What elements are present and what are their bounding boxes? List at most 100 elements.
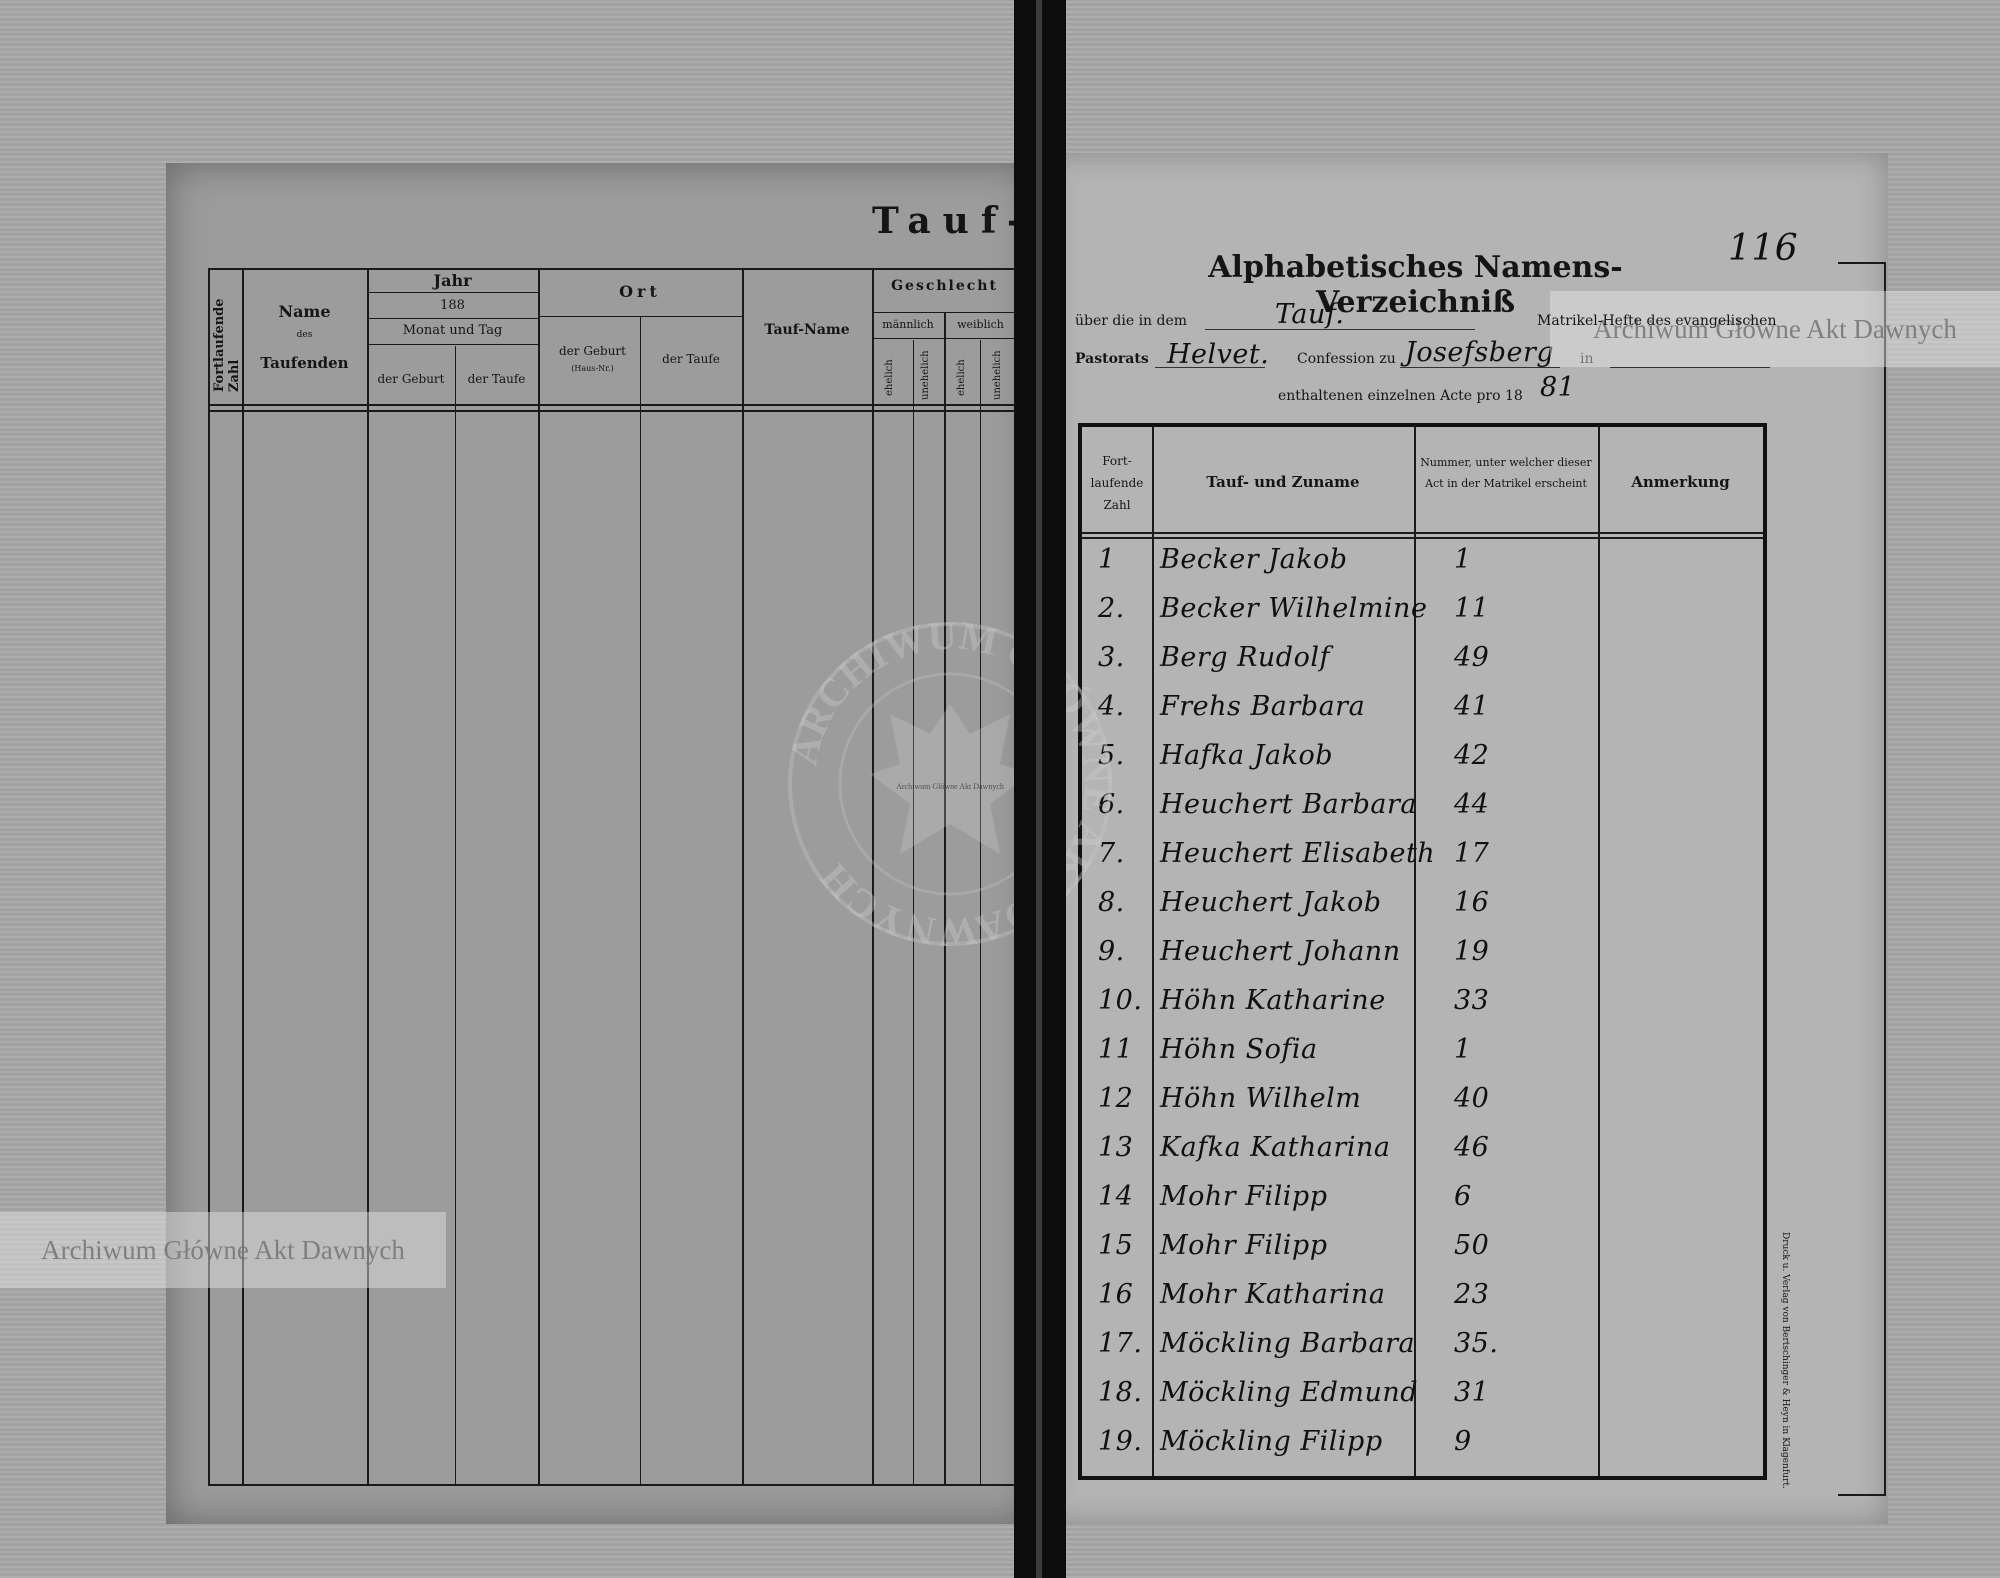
entry-number: 12	[1098, 1083, 1134, 1114]
entry-number: 1	[1098, 544, 1116, 575]
page-frame	[1838, 262, 1886, 1496]
entry-act-number: 41	[1454, 691, 1490, 722]
watermark-banner-left: Archiwum Główne Akt Dawnych	[0, 1212, 446, 1288]
left-page	[166, 163, 1033, 1524]
line1-prefix: über die in dem	[1075, 313, 1188, 329]
index-entry-row: 12 Höhn Wilhelm 40	[1078, 1075, 1767, 1124]
entry-name: Kafka Katharina	[1160, 1132, 1391, 1163]
register-year: 81	[1540, 372, 1576, 403]
parish-place: Josefsberg	[1405, 337, 1555, 368]
stamp-center-text: Archiwum Główne Akt Dawnych	[896, 782, 1004, 791]
entry-name: Mohr Filipp	[1160, 1181, 1328, 1212]
index-entry-row: 9. Heuchert Johann 19	[1078, 928, 1767, 977]
entry-number: 10.	[1098, 985, 1143, 1016]
entry-act-number: 33	[1454, 985, 1490, 1016]
entry-act-number: 6	[1454, 1181, 1472, 1212]
col-w-ehelich: ehelich	[956, 359, 967, 396]
entry-act-number: 23	[1454, 1279, 1490, 1310]
entry-name: Möckling Filipp	[1160, 1426, 1383, 1457]
index-entry-row: 1 Becker Jakob 1	[1078, 536, 1767, 585]
entry-number: 9.	[1098, 936, 1125, 967]
index-entry-row: 16 Mohr Katharina 23	[1078, 1271, 1767, 1320]
line2-middle: Confession zu	[1297, 351, 1396, 367]
col-jahr-year: 188	[440, 298, 465, 313]
entry-name: Höhn Katharine	[1160, 985, 1386, 1016]
col-monat-tag: Monat und Tag	[402, 323, 503, 338]
col-der-taufe: der Taufe	[467, 372, 526, 386]
left-page-heading: Tauf-	[872, 200, 1034, 242]
entry-number: 8.	[1098, 887, 1125, 918]
col-fortlaufende-zahl: Fortlaufende Zahl	[212, 298, 242, 392]
watermark-banner-right: Archiwum Główne Akt Dawnych	[1550, 291, 2000, 367]
index-entry-row: 2. Becker Wilhelmine 11	[1078, 585, 1767, 634]
col-name-des: des	[296, 330, 313, 340]
entry-act-number: 19	[1454, 936, 1490, 967]
index-entry-row: 4. Frehs Barbara 41	[1078, 683, 1767, 732]
index-entry-row: 6. Heuchert Barbara 44	[1078, 781, 1767, 830]
col-tauf-name: Tauf-Name	[764, 322, 850, 338]
col-anmerkung: Anmerkung	[1631, 473, 1730, 491]
entry-name: Möckling Barbara	[1160, 1328, 1416, 1359]
entry-name: Heuchert Barbara	[1160, 789, 1417, 820]
book-spine	[1014, 0, 1066, 1578]
col-maennlich: männlich	[882, 318, 934, 331]
header-line-1: über die in dem Tauf. Matrikel-Hefte des…	[1075, 299, 1777, 335]
index-entry-row: 14 Mohr Filipp 6	[1078, 1173, 1767, 1222]
index-entry-row: 15 Mohr Filipp 50	[1078, 1222, 1767, 1271]
header-line-2: Pastorats Helvet. Confession zu Josefsbe…	[1075, 337, 1775, 373]
printer-imprint: Druck u. Verlag von Bertschinger & Heyn …	[1780, 1232, 1790, 1489]
col-w-unehelich: unehelich	[992, 350, 1003, 400]
index-entry-row: 8. Heuchert Jakob 16	[1078, 879, 1767, 928]
entry-name: Höhn Sofia	[1160, 1034, 1318, 1065]
header-line-3: enthaltenen einzelnen Acte pro 18 81	[1278, 372, 1598, 408]
entry-number: 19.	[1098, 1426, 1143, 1457]
index-entry-row: 11 Höhn Sofia 1	[1078, 1026, 1767, 1075]
register-type: Tauf.	[1275, 299, 1345, 330]
index-entry-row: 13 Kafka Katharina 46	[1078, 1124, 1767, 1173]
col-weiblich: weiblich	[957, 318, 1004, 331]
right-page	[1048, 153, 1888, 1524]
entry-name: Möckling Edmund	[1160, 1377, 1419, 1408]
entry-number: 7.	[1098, 838, 1125, 869]
entry-number: 11	[1098, 1034, 1134, 1065]
entry-number: 3.	[1098, 642, 1125, 673]
index-entry-row: 7. Heuchert Elisabeth 17	[1078, 830, 1767, 879]
entry-act-number: 44	[1454, 789, 1490, 820]
page-number: 116	[1728, 228, 1799, 269]
confession: Helvet.	[1167, 339, 1270, 370]
line3-prefix: enthaltenen einzelnen Acte pro 18	[1278, 388, 1523, 404]
entry-number: 6.	[1098, 789, 1125, 820]
entry-act-number: 16	[1454, 887, 1490, 918]
line2-prefix: Pastorats	[1075, 351, 1149, 367]
entry-name: Höhn Wilhelm	[1160, 1083, 1362, 1114]
index-entry-row: 19. Möckling Filipp 9	[1078, 1418, 1767, 1467]
index-entry-row: 5. Hafka Jakob 42	[1078, 732, 1767, 781]
index-entry-row: 3. Berg Rudolf 49	[1078, 634, 1767, 683]
col-name: Name	[278, 302, 331, 321]
entry-name: Becker Wilhelmine	[1160, 593, 1428, 624]
entry-act-number: 46	[1454, 1132, 1490, 1163]
entry-number: 17.	[1098, 1328, 1143, 1359]
entry-number: 18.	[1098, 1377, 1143, 1408]
col-ort: Ort	[619, 282, 661, 301]
entry-name: Frehs Barbara	[1160, 691, 1366, 722]
entry-act-number: 31	[1454, 1377, 1490, 1408]
entry-act-number: 42	[1454, 740, 1490, 771]
index-title: Alphabetisches Namens-Verzeichniß	[1208, 250, 1623, 320]
entry-act-number: 1	[1454, 1034, 1472, 1065]
entry-name: Mohr Filipp	[1160, 1230, 1328, 1261]
index-entry-row: 18. Möckling Edmund 31	[1078, 1369, 1767, 1418]
col-ort-taufe: der Taufe	[662, 352, 720, 366]
index-entry-row: 17. Möckling Barbara 35.	[1078, 1320, 1767, 1369]
col-geschlecht: Geschlecht	[891, 278, 998, 294]
entry-act-number: 50	[1454, 1230, 1490, 1261]
entry-number: 13	[1098, 1132, 1134, 1163]
entry-act-number: 1	[1454, 544, 1472, 575]
entry-act-number: 35.	[1454, 1328, 1499, 1359]
col-name: Tauf- und Zuname	[1206, 473, 1360, 491]
col-jahr: Jahr	[433, 271, 472, 290]
line1-suffix: Matrikel-Hefte des evangelischen	[1537, 313, 1777, 329]
index-entry-row: 10. Höhn Katharine 33	[1078, 977, 1767, 1026]
entry-act-number: 40	[1454, 1083, 1490, 1114]
entry-name: Hafka Jakob	[1160, 740, 1333, 771]
